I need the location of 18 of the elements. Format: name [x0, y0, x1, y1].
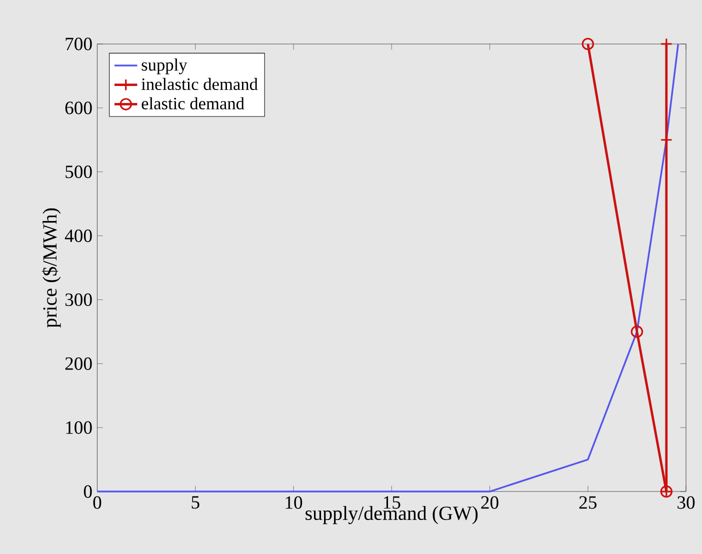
x-tick-label: 5	[192, 496, 200, 509]
x-tick-label: 0	[93, 496, 102, 509]
y-tick-label: 0	[84, 485, 92, 498]
x-tick-label: 20	[481, 496, 498, 509]
x-tick-label: 10	[286, 496, 302, 509]
y-tick-label: 600	[65, 102, 92, 114]
legend-label: supply	[142, 58, 188, 74]
legend-label: elastic demand	[142, 97, 244, 110]
y-tick-label: 400	[64, 229, 92, 242]
y-tick-label: 700	[66, 38, 92, 50]
y-tick-label: 500	[66, 165, 92, 178]
x-tick-label: 25	[579, 496, 596, 509]
y-axis-title: price ($/MWh)	[42, 208, 61, 328]
x-tick-label: 30	[678, 496, 695, 509]
y-tick-label: 100	[66, 421, 92, 434]
y-tick-label: 200	[65, 357, 92, 370]
y-tick-label: 300	[65, 293, 92, 306]
legend-label: inelastic demand	[141, 78, 258, 90]
